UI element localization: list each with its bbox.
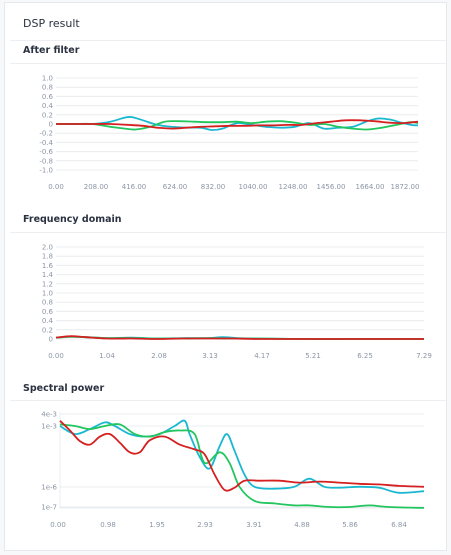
after-filter-y-tick: -0.4 bbox=[39, 139, 53, 147]
frequency-y-tick: 1.4 bbox=[42, 271, 54, 279]
after-filter-y-tick: 1.0 bbox=[42, 75, 53, 83]
spectral-y-tick: 1e-7 bbox=[41, 504, 57, 512]
after-filter-y-tick: -0.2 bbox=[39, 130, 53, 138]
spectral-y-tick: 1e-6 bbox=[41, 484, 57, 492]
after-filter-series-1 bbox=[56, 115, 419, 131]
after-filter-x-tick: 1040.00 bbox=[239, 183, 268, 191]
dsp-result-panel: DSP result After filter Frequency domain… bbox=[4, 2, 447, 551]
frequency-domain-title: Frequency domain bbox=[23, 214, 122, 225]
after-filter-x-tick: 1456.00 bbox=[317, 183, 346, 191]
frequency-y-tick: 1.6 bbox=[42, 262, 54, 270]
frequency-x-tick: 5.21 bbox=[305, 352, 321, 360]
after-filter-x-tick: 0.00 bbox=[48, 183, 64, 191]
after-filter-y-tick: -0.6 bbox=[39, 148, 53, 156]
after-filter-x-tick: 832.00 bbox=[201, 183, 226, 191]
title-divider bbox=[10, 40, 446, 41]
frequency-y-tick: 0.8 bbox=[42, 299, 53, 307]
after-filter-y-tick: 0.8 bbox=[42, 84, 53, 92]
spectral-x-tick: 5.86 bbox=[342, 521, 358, 529]
after-filter-x-tick: 1664.00 bbox=[356, 183, 385, 191]
frequency-series-3 bbox=[55, 335, 424, 340]
after-filter-y-tick: 0.2 bbox=[42, 111, 53, 119]
frequency-y-tick: 0.6 bbox=[42, 308, 54, 316]
spectral-series-3 bbox=[59, 420, 425, 492]
after-filter-y-tick: 0.4 bbox=[42, 102, 54, 110]
spectral-power-title: Spectral power bbox=[23, 383, 105, 394]
spectral-x-tick: 3.91 bbox=[246, 521, 262, 529]
frequency-x-tick: 7.29 bbox=[416, 352, 432, 360]
frequency-y-tick: 1.8 bbox=[42, 253, 53, 261]
frequency-domain-divider bbox=[10, 232, 446, 233]
after-filter-y-tick: 0 bbox=[49, 121, 53, 129]
after-filter-x-tick: 416.00 bbox=[122, 183, 147, 191]
after-filter-y-tick: -0.8 bbox=[39, 157, 53, 165]
after-filter-x-tick: 1248.00 bbox=[279, 183, 308, 191]
after-filter-x-tick: 1872.00 bbox=[391, 183, 420, 191]
spectral-series-2 bbox=[59, 423, 425, 509]
frequency-y-tick: 2.0 bbox=[42, 244, 53, 252]
frequency-x-tick: 4.17 bbox=[254, 352, 270, 360]
frequency-y-tick: 0.4 bbox=[42, 317, 54, 325]
spectral-x-tick: 0.00 bbox=[50, 521, 66, 529]
spectral-y-tick: 1e-3 bbox=[41, 423, 57, 431]
after-filter-title: After filter bbox=[23, 45, 80, 56]
after-filter-series-2 bbox=[56, 120, 419, 131]
spectral-y-tick: 4e-3 bbox=[41, 411, 57, 419]
frequency-y-tick: 1.0 bbox=[42, 290, 53, 298]
spectral-x-tick: 1.95 bbox=[149, 521, 165, 529]
frequency-x-tick: 3.13 bbox=[202, 352, 218, 360]
spectral-power-divider bbox=[10, 400, 446, 401]
after-filter-series-3 bbox=[56, 119, 419, 130]
after-filter-y-tick: 0.6 bbox=[42, 93, 54, 101]
frequency-y-tick: 1.2 bbox=[42, 280, 53, 288]
frequency-y-tick: 0 bbox=[49, 336, 53, 344]
spectral-x-tick: 6.84 bbox=[391, 521, 407, 529]
after-filter-x-tick: 624.00 bbox=[163, 183, 188, 191]
after-filter-x-tick: 208.00 bbox=[84, 183, 109, 191]
spectral-x-tick: 4.88 bbox=[294, 521, 310, 529]
frequency-x-tick: 0.00 bbox=[48, 352, 64, 360]
spectral-x-tick: 0.98 bbox=[100, 521, 116, 529]
spectral-x-tick: 2.93 bbox=[197, 521, 213, 529]
after-filter-y-tick: -1.0 bbox=[39, 167, 53, 175]
frequency-x-tick: 1.04 bbox=[99, 352, 115, 360]
frequency-y-tick: 0.2 bbox=[42, 326, 53, 334]
panel-title: DSP result bbox=[23, 17, 80, 30]
frequency-x-tick: 6.25 bbox=[357, 352, 373, 360]
spectral-series-1 bbox=[59, 419, 425, 494]
frequency-x-tick: 2.08 bbox=[151, 352, 167, 360]
after-filter-divider bbox=[10, 63, 446, 64]
